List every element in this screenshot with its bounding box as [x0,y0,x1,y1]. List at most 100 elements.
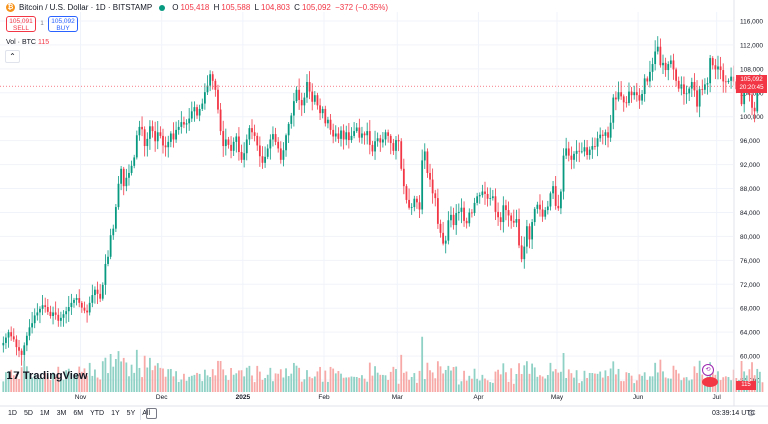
symbol-title[interactable]: Bitcoin / U.S. Dollar · 1D · BITSTAMP [19,3,153,12]
volume-bar [361,375,363,392]
volume-bar [525,361,528,392]
candle-body [70,302,73,308]
volume-bar [347,377,350,392]
candle-body [515,219,518,223]
volume-bar [151,370,154,392]
volume-bar [18,379,20,392]
timeframe-3m[interactable]: 3M [56,410,67,417]
settings-gear-icon[interactable]: ⚙ [747,408,756,418]
candle-body [279,148,282,160]
volume-bar [484,378,486,392]
candle-body [65,311,68,315]
timeframe-5y[interactable]: 5Y [126,410,136,417]
volume-bar [185,380,188,392]
volume-bar [761,382,764,392]
timeframe-bar: 1D 5D 1M 3M 6M YTD 1Y 5Y All [8,410,150,417]
candle-body [434,193,437,199]
volume-bar [455,366,458,392]
collapse-legend-button[interactable]: ⌃ [5,50,20,63]
candle-body [287,123,290,136]
candle-body [531,222,534,240]
market-status-icon [159,4,166,11]
change-value: −372 (−0.35%) [335,3,389,12]
sell-button[interactable]: 105,091 SELL [6,16,36,32]
volume-bar [481,374,484,392]
candle-body [431,179,434,194]
volume-bar [722,377,725,392]
volume-bar [345,377,348,392]
volume-bar [677,373,680,392]
volume-bar [491,382,494,392]
tradingview-logo[interactable]: 𝟭𝟳 TradingView [6,370,88,382]
candle-body [395,140,397,151]
y-tick-label: 96,000 [740,138,760,145]
volume-bar [478,380,481,392]
candle-body [164,145,167,148]
volume-bar [15,374,18,392]
candle-body [20,350,23,355]
y-tick-label: 92,000 [740,162,760,169]
utc-clock[interactable]: 03:39:14 UTC [712,410,756,417]
candle-body [264,156,266,163]
candle-body [15,339,18,348]
candle-body [447,220,450,241]
timeframe-1y[interactable]: 1Y [111,410,120,417]
candle-body [7,332,10,338]
candle-body [649,71,651,82]
candle-body [499,217,502,223]
timeframe-6m[interactable]: 6M [73,410,84,417]
volume-label[interactable]: Vol · BTC [6,39,36,46]
candle-body [334,133,337,137]
candle-body [523,246,526,260]
y-tick-label: 60,000 [740,354,760,361]
volume-bar [439,366,442,392]
buy-button[interactable]: 105,092 BUY [48,16,78,32]
volume-bar [463,370,465,392]
timeframe-1d[interactable]: 1D [8,410,17,417]
volume-bar [91,375,94,392]
volume-bar [751,362,753,392]
candle-body [518,219,520,246]
candle-body [94,289,96,296]
volume-bar [405,371,408,392]
candle-body [169,133,172,142]
timeframe-1m[interactable]: 1M [39,410,50,417]
candle-body [107,256,109,264]
candle-body [300,99,303,106]
candle-body [23,345,26,355]
candle-body [575,150,578,154]
candle-body [156,132,159,142]
timeframe-ytd[interactable]: YTD [90,410,105,417]
candle-body [36,312,39,316]
flag-icon[interactable] [702,377,718,387]
candle-body [539,204,541,210]
volume-bar [337,371,340,392]
high-key: H [213,3,220,12]
volume-bar [2,381,5,392]
candle-body [677,80,680,89]
candle-body [138,126,141,136]
volume-bar [381,374,384,392]
candle-body [740,87,743,105]
volume-bar [99,379,102,392]
candle-body [183,122,185,125]
candle-body [52,312,54,317]
volume-bar [125,362,128,392]
candle-body [306,82,308,98]
volume-bar [264,378,266,392]
alert-icon[interactable]: ⟲ [702,364,714,376]
candle-body [643,78,646,94]
volume-bar [518,363,520,392]
candle-body [502,205,505,223]
date-range-icon[interactable] [146,408,157,419]
volume-bar [565,377,568,392]
y-tick-label: 88,000 [740,186,760,193]
candle-body [573,153,575,160]
volume-bar [384,375,387,392]
volume-bar [138,367,141,392]
candle-body [185,123,188,125]
candle-body [54,312,57,315]
timeframe-5d[interactable]: 5D [23,410,33,417]
candle-body [669,60,672,65]
